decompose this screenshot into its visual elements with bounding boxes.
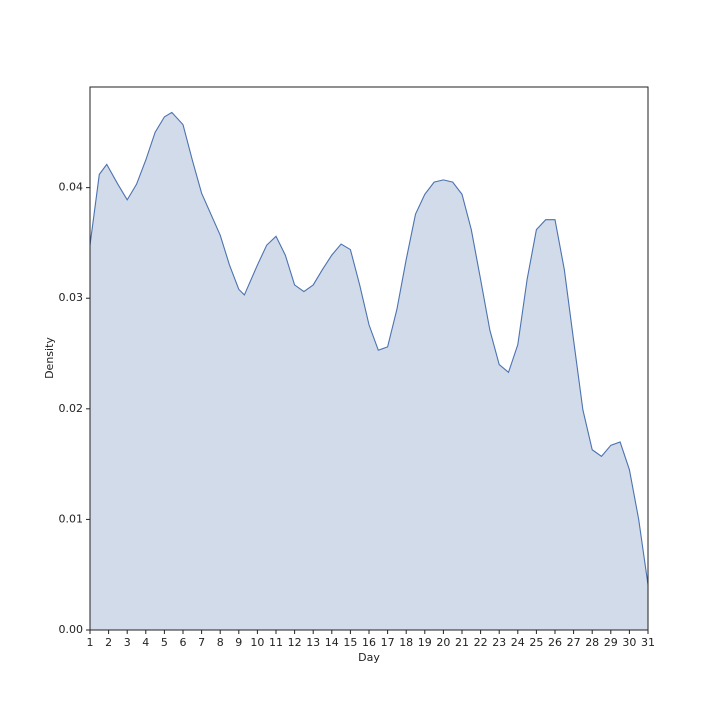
x-tick-label: 11 <box>269 636 283 649</box>
x-tick-label: 6 <box>180 636 187 649</box>
x-tick-label: 23 <box>492 636 506 649</box>
y-tick-label: 0.03 <box>59 291 84 304</box>
x-tick-label: 2 <box>105 636 112 649</box>
y-tick-label: 0.01 <box>59 512 84 525</box>
x-tick-label: 27 <box>567 636 581 649</box>
x-tick-label: 1 <box>87 636 94 649</box>
x-tick-label: 19 <box>418 636 432 649</box>
x-tick-label: 29 <box>604 636 618 649</box>
y-axis-label: Density <box>43 337 56 379</box>
x-tick-label: 28 <box>585 636 599 649</box>
x-tick-label: 7 <box>198 636 205 649</box>
x-tick-label: 17 <box>381 636 395 649</box>
area-fill <box>90 112 648 630</box>
density-line <box>89 111 649 585</box>
x-tick-label: 21 <box>455 636 469 649</box>
x-tick-label: 15 <box>343 636 357 649</box>
x-tick-label: 5 <box>161 636 168 649</box>
y-tick-label: 0.02 <box>59 402 84 415</box>
x-axis-label: Day <box>358 651 380 664</box>
x-tick-label: 10 <box>250 636 264 649</box>
y-tick-label: 0.04 <box>59 181 84 194</box>
x-tick-label: 30 <box>622 636 636 649</box>
x-tick-label: 26 <box>548 636 562 649</box>
x-tick-label: 12 <box>288 636 302 649</box>
x-tick-label: 24 <box>511 636 525 649</box>
x-tick-label: 9 <box>235 636 242 649</box>
x-tick-label: 4 <box>142 636 149 649</box>
x-tick-label: 3 <box>124 636 131 649</box>
x-tick-label: 14 <box>325 636 339 649</box>
x-tick-label: 8 <box>217 636 224 649</box>
x-tick-label: 20 <box>436 636 450 649</box>
x-tick-label: 16 <box>362 636 376 649</box>
y-tick-label: 0.00 <box>59 623 84 636</box>
x-tick-label: 25 <box>529 636 543 649</box>
x-tick-label: 31 <box>641 636 655 649</box>
x-tick-label: 13 <box>306 636 320 649</box>
x-tick-label: 18 <box>399 636 413 649</box>
x-tick-label: 22 <box>474 636 488 649</box>
